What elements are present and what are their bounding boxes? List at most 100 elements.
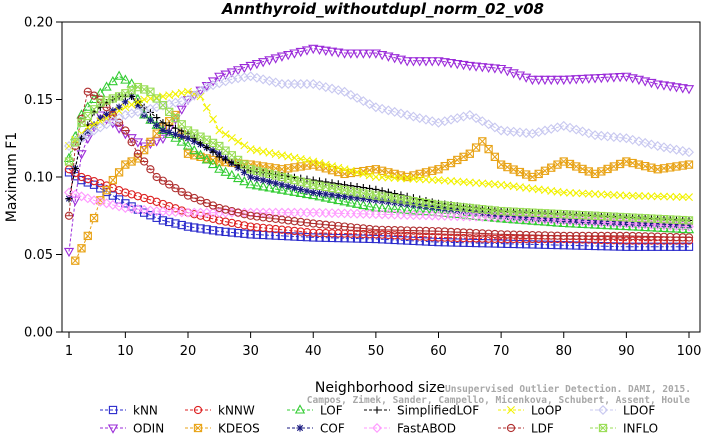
data-point-odin	[658, 81, 670, 91]
data-point-knn	[202, 225, 211, 234]
data-point-knnw	[609, 236, 618, 245]
legend-item-loop: LoOP	[498, 404, 562, 418]
data-point-knn	[403, 236, 412, 245]
data-point-odin	[402, 57, 413, 67]
data-point-odin	[358, 49, 369, 59]
legend-marker-ldf	[506, 423, 516, 433]
data-point-cof	[497, 212, 505, 220]
data-point-cof	[315, 189, 324, 197]
data-point-odin	[671, 83, 682, 93]
data-point-odin	[345, 49, 356, 59]
series-line-simplifiedlof	[68, 95, 690, 221]
data-point-knn	[553, 240, 562, 250]
data-point-loop	[240, 141, 249, 150]
data-point-knn	[522, 240, 531, 249]
data-point-knnw	[490, 234, 500, 243]
data-point-cof	[303, 187, 311, 195]
series-knnw	[64, 165, 694, 245]
data-point-knnw	[352, 229, 362, 239]
data-point-lof	[251, 180, 263, 190]
data-point-odin	[571, 75, 582, 85]
data-point-knn	[396, 236, 406, 245]
data-point-odin	[495, 64, 507, 75]
data-point-knn	[352, 234, 362, 243]
data-point-knn	[215, 227, 224, 236]
legend-item-inflo: INFLO	[590, 422, 658, 434]
data-point-cof	[641, 220, 649, 228]
data-point-knn	[578, 241, 587, 250]
data-point-ldof	[308, 79, 319, 89]
data-point-loop	[284, 152, 293, 161]
data-point-odin	[314, 45, 325, 56]
data-point-lof	[82, 101, 93, 111]
data-point-odin	[589, 74, 601, 84]
legend-marker-knn	[108, 405, 118, 415]
data-point-ldof	[408, 111, 419, 122]
data-point-loop	[578, 189, 587, 198]
data-point-odin	[220, 70, 231, 80]
data-point-knnw	[403, 231, 412, 241]
data-point-fastabod	[502, 212, 513, 223]
data-point-knn	[346, 234, 355, 243]
data-point-lof	[207, 158, 219, 169]
data-point-knn	[609, 242, 618, 251]
data-point-lof	[408, 205, 419, 215]
data-point-fastabod	[345, 208, 356, 219]
data-point-fastabod	[627, 218, 638, 229]
data-point-lof	[170, 132, 181, 142]
data-point-cof	[290, 184, 299, 192]
data-point-ldof	[333, 85, 344, 96]
legend-item-odin: ODIN	[100, 422, 164, 434]
data-point-ldof	[590, 130, 601, 141]
data-point-fastabod	[383, 209, 394, 220]
data-point-lof	[270, 183, 281, 193]
data-point-knn	[446, 238, 456, 247]
data-point-loop	[616, 191, 625, 200]
data-point-loop	[115, 106, 124, 115]
data-point-odin	[433, 57, 444, 67]
data-point-fastabod	[633, 219, 644, 230]
data-point-fastabod	[658, 220, 669, 231]
data-point-fastabod	[489, 212, 500, 223]
data-point-fastabod	[151, 206, 162, 217]
data-point-lof	[295, 187, 306, 197]
data-point-odin	[420, 57, 432, 67]
data-point-ldof	[383, 105, 394, 116]
data-point-knn	[208, 226, 218, 235]
data-point-odin	[558, 75, 569, 86]
data-point-ldof	[345, 89, 356, 100]
data-point-knn	[340, 234, 349, 243]
data-point-lof	[358, 199, 369, 210]
data-point-odin	[258, 58, 269, 68]
data-point-cof	[378, 197, 386, 205]
data-point-ldof	[471, 113, 482, 124]
data-point-odin	[621, 72, 632, 82]
legend-marker-ldof	[598, 405, 608, 415]
data-point-lof	[239, 175, 250, 186]
data-point-lof	[182, 140, 194, 150]
data-point-cof	[184, 134, 192, 142]
data-point-inflo	[64, 157, 74, 166]
data-point-fastabod	[370, 209, 381, 220]
data-point-inflo	[77, 118, 86, 127]
data-point-loop	[659, 192, 668, 201]
data-point-ldof	[245, 71, 256, 82]
data-point-fastabod	[64, 187, 74, 198]
data-point-simplifiedlof	[153, 113, 161, 122]
data-point-ldof	[565, 122, 575, 133]
data-point-inflo	[71, 137, 80, 147]
data-point-knn	[146, 211, 155, 220]
data-point-kdeos	[108, 175, 117, 185]
data-point-cof	[253, 174, 261, 183]
data-point-lof	[101, 81, 112, 91]
data-point-odin	[652, 80, 663, 90]
data-point-fastabod	[120, 203, 131, 213]
legend-item-kdeos: KDEOS	[185, 422, 260, 434]
data-point-knn	[177, 220, 186, 230]
data-point-knn	[190, 223, 199, 232]
data-point-cof	[165, 128, 173, 137]
y-tick-label: 0.20	[24, 16, 53, 31]
data-point-knnw	[628, 236, 637, 245]
data-point-knn	[284, 232, 293, 241]
data-point-ldof	[70, 137, 81, 148]
